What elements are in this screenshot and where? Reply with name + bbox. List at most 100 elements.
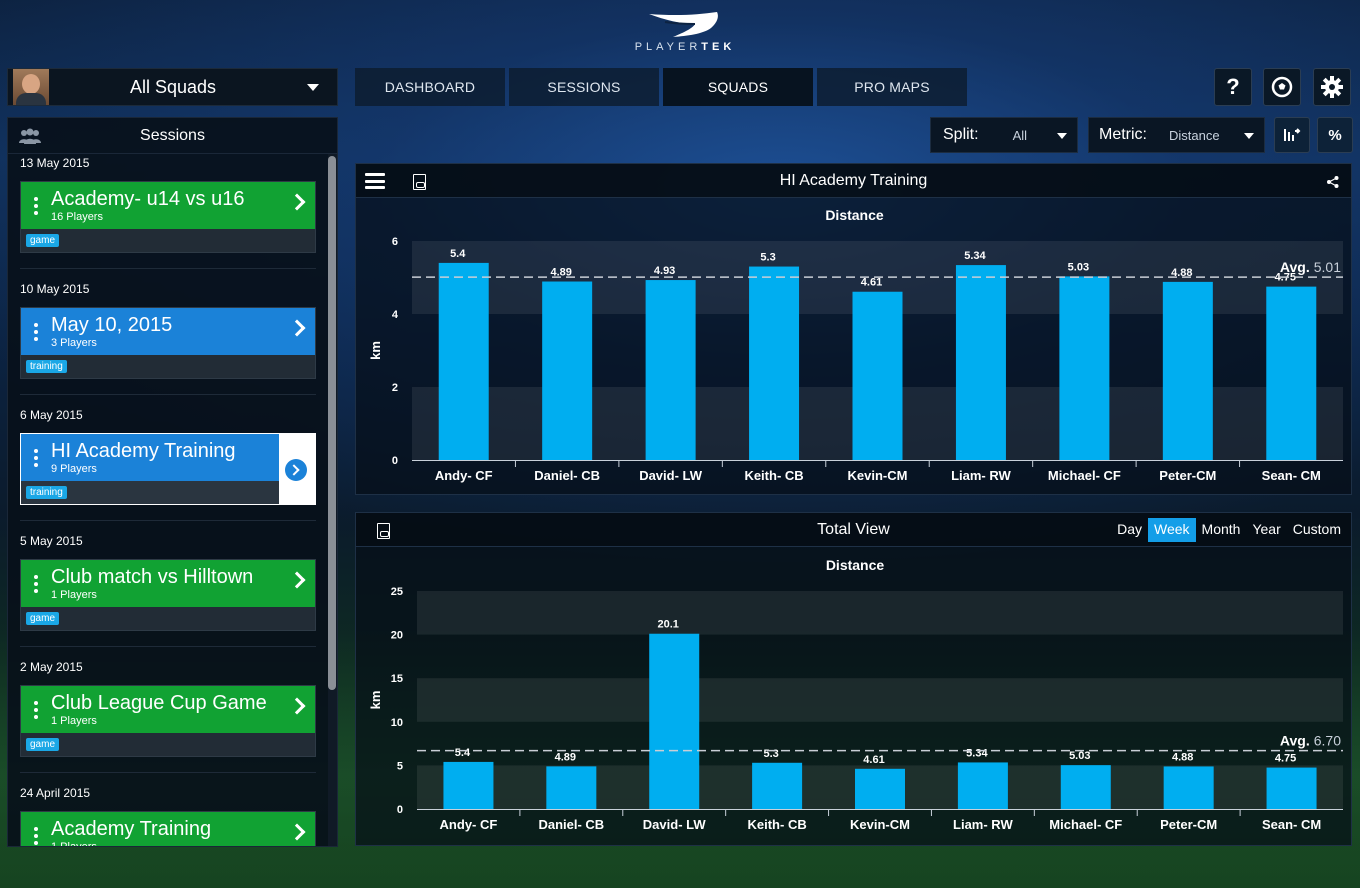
squad-selector[interactable]: All Squads	[7, 68, 338, 106]
session-title: Academy- u14 vs u16	[51, 188, 245, 210]
bar[interactable]	[438, 262, 489, 460]
session-card-text: Club League Cup Game 1 Players	[51, 692, 267, 727]
session-chart-panel: HI Academy Training Distance 0 2 4 6 km 5.4 And…	[355, 163, 1352, 495]
tab-squads[interactable]: SQUADS	[663, 68, 813, 106]
divider	[20, 772, 316, 773]
session-card-footer: training	[21, 481, 279, 504]
range-week[interactable]: Week	[1148, 518, 1196, 542]
range-year[interactable]: Year	[1252, 521, 1281, 537]
menu-icon[interactable]	[365, 173, 385, 189]
tab-pro-maps[interactable]: PRO MAPS	[817, 68, 967, 106]
session-title: Club League Cup Game	[51, 692, 267, 714]
scrollbar-thumb[interactable]	[328, 156, 336, 690]
chevron-right-icon[interactable]	[288, 697, 306, 715]
bar-value-label: 5.4	[450, 248, 466, 260]
session-card-header: Academy- u14 vs u16 16 Players	[21, 182, 315, 229]
bar[interactable]	[749, 266, 800, 460]
bar[interactable]	[855, 768, 905, 809]
sort-button[interactable]	[1274, 117, 1310, 153]
drag-handle-icon[interactable]	[21, 448, 51, 467]
session-card[interactable]: Club League Cup Game 1 Players game	[20, 685, 316, 757]
chevron-right-circle-icon[interactable]	[285, 459, 307, 481]
split-dropdown[interactable]: Split: All	[930, 117, 1078, 153]
sessions-panel: Sessions 13 May 2015 Academy- u14 vs u16 1…	[7, 117, 338, 847]
session-card-header: Club match vs Hilltown 1 Players	[21, 560, 315, 607]
help-button[interactable]: ?	[1214, 68, 1252, 106]
bar[interactable]	[957, 762, 1008, 809]
chevron-down-icon	[307, 83, 319, 91]
session-card[interactable]: Club match vs Hilltown 1 Players game	[20, 559, 316, 631]
bar[interactable]	[1059, 276, 1110, 460]
x-tick-label: Keith- CB	[748, 817, 807, 832]
pdf-export-icon[interactable]	[377, 523, 390, 539]
range-custom[interactable]: Custom	[1292, 521, 1341, 537]
football-icon	[1271, 76, 1293, 98]
drag-handle-icon[interactable]	[21, 700, 51, 719]
session-type-badge: game	[26, 612, 60, 625]
session-card[interactable]: May 10, 2015 3 Players training	[20, 307, 316, 379]
session-card-footer: game	[21, 229, 315, 252]
bar[interactable]	[542, 281, 593, 460]
bar[interactable]	[649, 633, 700, 809]
grid-band	[417, 591, 1343, 635]
session-distance-chart: Distance 0 2 4 6 km 5.4 Andy- CF 4.89 Daniel- CB 4…	[368, 207, 1343, 483]
divider	[20, 268, 316, 269]
chevron-right-icon[interactable]	[288, 823, 306, 841]
session-card[interactable]: Academy- u14 vs u16 16 Players game	[20, 181, 316, 253]
y-tick-label: 20	[391, 630, 403, 642]
x-tick-label: Sean- CM	[1262, 817, 1321, 832]
session-card-text: Club match vs Hilltown 1 Players	[51, 566, 253, 601]
football-button[interactable]	[1263, 68, 1301, 106]
average-label-text: Avg.	[1280, 733, 1310, 749]
bar[interactable]	[955, 265, 1006, 460]
bar-value-label: 5.03	[1069, 750, 1090, 762]
tab-sessions[interactable]: SESSIONS	[509, 68, 659, 106]
avatar	[13, 69, 49, 105]
bar-value-label: 5.34	[964, 250, 986, 262]
range-selector: Day Week Month Year Custom	[1111, 518, 1347, 542]
pdf-export-icon[interactable]	[413, 174, 426, 190]
x-tick-label: Kevin-CM	[848, 468, 908, 483]
bar[interactable]	[1060, 765, 1111, 809]
session-card-footer: training	[21, 355, 315, 378]
tab-dashboard[interactable]: DASHBOARD	[355, 68, 505, 106]
bar[interactable]	[1162, 281, 1213, 460]
x-tick-label: Keith- CB	[744, 468, 803, 483]
drag-handle-icon[interactable]	[21, 574, 51, 593]
range-day[interactable]: Day	[1117, 521, 1142, 537]
x-tick-label: Daniel- CB	[534, 468, 600, 483]
drag-handle-icon[interactable]	[21, 826, 51, 845]
bar[interactable]	[1163, 766, 1214, 809]
settings-button[interactable]	[1313, 68, 1351, 106]
session-card-header: Club League Cup Game 1 Players	[21, 686, 315, 733]
range-month[interactable]: Month	[1201, 521, 1241, 537]
chevron-right-icon[interactable]	[288, 193, 306, 211]
drag-handle-icon[interactable]	[21, 196, 51, 215]
y-tick-label: 2	[392, 382, 398, 394]
chevron-right-icon[interactable]	[288, 571, 306, 589]
average-value: 5.01	[1314, 259, 1341, 275]
session-type-badge: training	[26, 360, 67, 373]
share-icon[interactable]	[1327, 176, 1339, 188]
percent-button[interactable]: %	[1317, 117, 1353, 153]
drag-handle-icon[interactable]	[21, 322, 51, 341]
bar[interactable]	[852, 291, 903, 460]
bar[interactable]	[443, 761, 494, 809]
brand-text-bold: TEK	[701, 41, 736, 53]
bar[interactable]	[546, 766, 597, 809]
y-tick-label: 4	[392, 309, 399, 321]
bar[interactable]	[1266, 767, 1317, 809]
y-tick-label: 15	[391, 673, 403, 685]
bar[interactable]	[645, 280, 696, 460]
sessions-header: Sessions	[8, 118, 337, 154]
bar[interactable]	[1266, 286, 1317, 460]
bar[interactable]	[752, 762, 803, 809]
chart-title: Distance	[825, 207, 884, 223]
session-players: 1 Players	[51, 589, 97, 601]
chevron-right-icon[interactable]	[288, 319, 306, 337]
metric-dropdown[interactable]: Metric: Distance	[1088, 117, 1265, 153]
session-card[interactable]: HI Academy Training 9 Players training	[20, 433, 316, 505]
session-card-text: Academy Training 1 Players	[51, 818, 211, 846]
total-distance-chart: Distance 0 5 10 15 20 25 km 5.4 Andy- CF 4.89 Danie…	[368, 557, 1343, 832]
